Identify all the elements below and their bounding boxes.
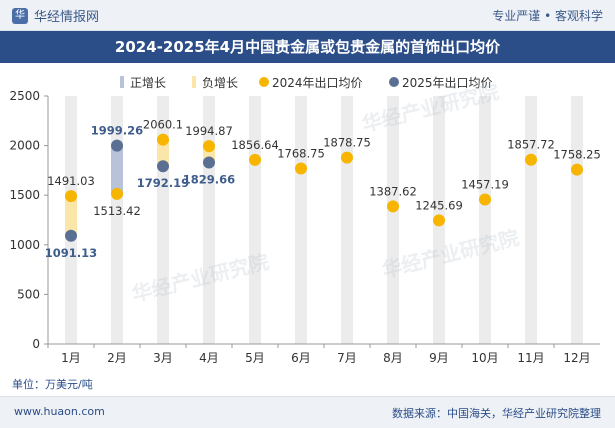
y-tick-label: 0 (32, 337, 40, 351)
point-2024 (571, 163, 583, 176)
column-background (249, 96, 261, 344)
y-tick-label: 2500 (9, 89, 40, 103)
data-label-2024: 1768.75 (277, 147, 325, 161)
legend-label-0: 正增长 (130, 76, 166, 90)
data-label-2024: 2060.1 (143, 118, 183, 132)
footer: www.huaon.com 数据来源：中国海关，华经产业研究院整理 (0, 396, 615, 428)
y-tick-label: 1500 (9, 188, 40, 202)
y-tick-label: 2000 (9, 139, 40, 153)
unit-label: 单位：万美元/吨 (12, 378, 93, 391)
data-label-2025: 1792.19 (137, 176, 189, 190)
point-2025 (111, 139, 123, 152)
legend-label-3: 2025年出口均价 (402, 76, 493, 90)
column-background (525, 96, 537, 344)
data-label-2024: 1878.75 (323, 136, 371, 150)
x-tick-label: 9月 (429, 351, 449, 365)
brand-name: 华经情报网 (34, 10, 100, 25)
x-tick-label: 12月 (563, 351, 590, 365)
data-label-2024: 1856.64 (231, 138, 279, 152)
column-background (479, 96, 491, 344)
point-2024 (295, 162, 307, 175)
point-2024 (65, 190, 77, 203)
column-background (295, 96, 307, 344)
data-label-2024: 1994.87 (185, 124, 233, 138)
data-label-2024: 1491.03 (47, 174, 95, 188)
data-source: 数据来源：中国海关，华经产业研究院整理 (392, 407, 601, 420)
data-label-2024: 1513.42 (93, 204, 141, 218)
data-label-2024: 1245.69 (415, 198, 463, 212)
decrease-bar (157, 139, 169, 167)
x-tick-label: 2月 (107, 351, 127, 365)
x-tick-label: 7月 (337, 351, 357, 365)
data-label-2024: 1457.19 (461, 177, 509, 191)
data-label-2025: 1999.26 (91, 124, 143, 138)
x-tick-label: 6月 (291, 351, 311, 365)
data-label-2024: 1387.62 (369, 184, 417, 198)
data-label-2024: 1758.25 (553, 148, 601, 162)
point-2024 (479, 193, 491, 206)
point-2024 (157, 133, 169, 146)
decrease-bar (65, 196, 77, 236)
data-label-2024: 1857.72 (507, 138, 555, 152)
point-2024 (525, 153, 537, 166)
legend-swatch-0 (120, 76, 124, 88)
x-tick-label: 11月 (517, 351, 544, 365)
column-background (387, 96, 399, 344)
point-2025 (157, 160, 169, 173)
x-tick-label: 5月 (245, 351, 265, 365)
chart-title: 2024-2025年4月中国贵金属或包贵金属的首饰出口均价 (0, 31, 615, 63)
tagline: 专业严谨 • 客观科学 (492, 9, 603, 23)
legend-swatch-1 (192, 76, 196, 88)
legend-label-1: 负增长 (202, 76, 238, 90)
data-label-2025: 1829.66 (183, 172, 235, 186)
data-label-2025: 1091.13 (45, 246, 97, 260)
x-tick-label: 10月 (471, 351, 498, 365)
chart: 正增长 负增长 2024年出口均价 2025年出口均价 0 500 1000 1500 2000… (9, 76, 601, 365)
point-2025 (65, 229, 77, 242)
x-tick-label: 8月 (383, 351, 403, 365)
x-tick-label: 4月 (199, 351, 219, 365)
x-tick-label: 1月 (61, 351, 81, 365)
point-2024 (341, 151, 353, 164)
legend-swatch-2 (259, 77, 269, 87)
point-2024 (387, 200, 399, 213)
x-tick-label: 3月 (153, 351, 173, 365)
point-2024 (249, 153, 261, 166)
brand: 华 华经情报网 (12, 6, 99, 25)
top-bar: 华 华经情报网 专业严谨 • 客观科学 (0, 0, 615, 31)
y-tick-label: 1000 (9, 238, 40, 252)
point-2024 (111, 187, 123, 200)
y-tick-label: 500 (17, 287, 40, 301)
point-2024 (433, 214, 445, 227)
huajing-logo-icon: 华 (12, 7, 28, 24)
legend-label-2: 2024年出口均价 (272, 76, 363, 90)
increase-bar (111, 145, 123, 194)
column-background (341, 96, 353, 344)
site-url: www.huaon.com (14, 405, 105, 418)
legend-swatch-3 (389, 77, 399, 87)
point-2024 (203, 140, 215, 153)
point-2025 (203, 156, 215, 169)
column-background (157, 96, 169, 344)
column-background (571, 96, 583, 344)
